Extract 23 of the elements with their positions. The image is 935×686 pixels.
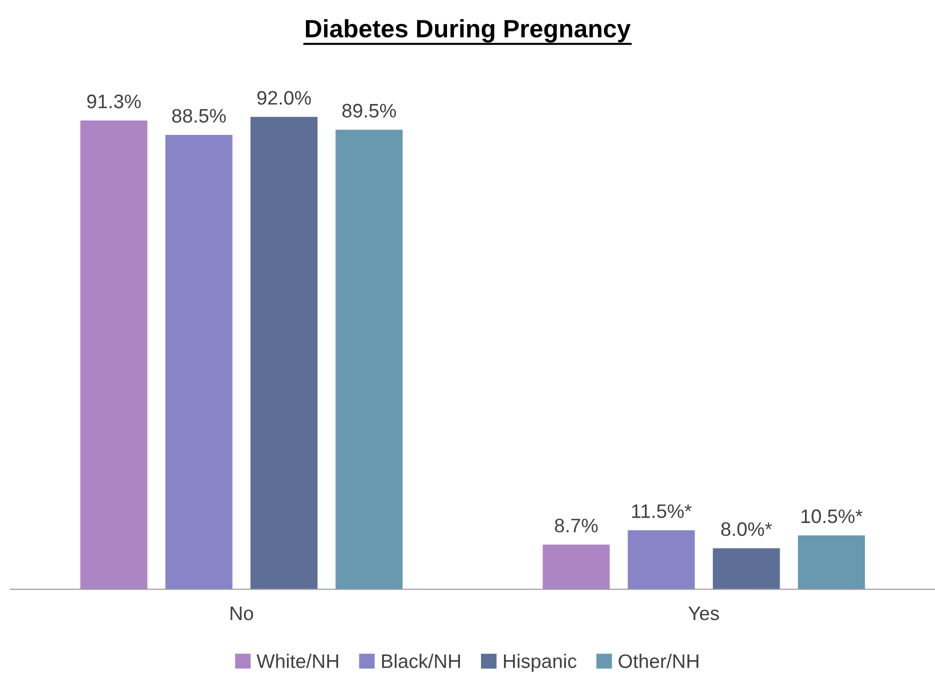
- bar: [250, 116, 318, 590]
- legend-label: Other/NH: [618, 654, 698, 668]
- bar: [712, 548, 780, 590]
- bar: [165, 134, 232, 590]
- bar: [336, 130, 403, 590]
- chart-title: Diabetes During Pregnancy: [306, 19, 631, 43]
- x-tick-label: No: [230, 606, 254, 620]
- bar: [542, 544, 610, 590]
- bar: [628, 530, 695, 590]
- data-label: 8.0%*: [721, 522, 772, 536]
- legend-label: Hispanic: [504, 654, 576, 672]
- legend-label: White/NH: [256, 654, 338, 668]
- data-label: 91.3%: [87, 94, 141, 108]
- data-label: 89.5%: [342, 104, 396, 118]
- data-label: 88.5%: [172, 108, 226, 123]
- bar: [80, 120, 148, 590]
- bar: [798, 535, 865, 590]
- data-label: 10.5%*: [802, 509, 862, 524]
- data-label: 92.0%: [257, 90, 311, 105]
- data-label: 8.7%: [554, 518, 598, 532]
- data-label: 11.5%*: [632, 504, 692, 518]
- x-tick-label: Yes: [688, 606, 719, 620]
- legend-label: Black/NH: [382, 654, 460, 668]
